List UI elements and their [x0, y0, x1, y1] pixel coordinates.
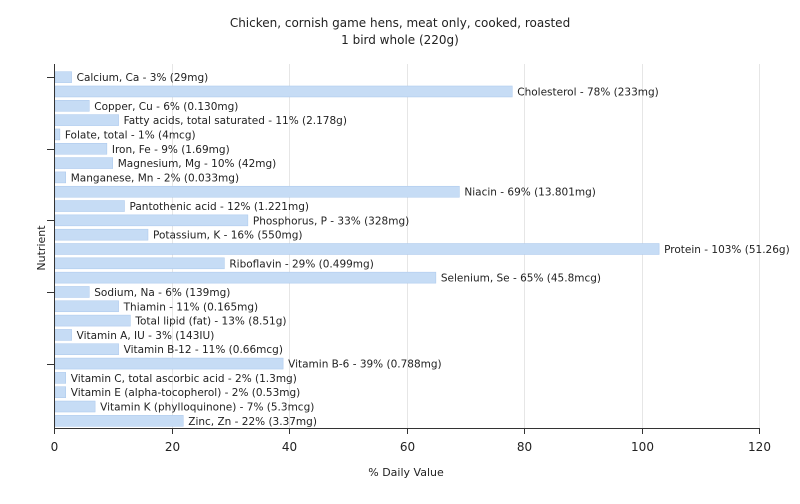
bar — [54, 415, 184, 427]
bar — [54, 343, 119, 355]
bar — [54, 71, 72, 83]
bar — [54, 157, 113, 169]
bar-label: Iron, Fe - 9% (1.69mg) — [112, 144, 230, 156]
bar — [54, 143, 108, 155]
bar — [54, 100, 90, 112]
bar-label: Thiamin - 11% (0.165mg) — [123, 301, 259, 313]
bar-label: Vitamin B-6 - 39% (0.788mg) — [288, 359, 442, 371]
chart-subtitle: 1 bird whole (220g) — [341, 33, 459, 47]
bar-label: Selenium, Se - 65% (45.8mcg) — [441, 273, 601, 285]
bar-label: Manganese, Mn - 2% (0.033mg) — [71, 172, 239, 184]
bar — [54, 228, 149, 241]
bar — [54, 314, 131, 327]
bar-label: Vitamin B-12 - 11% (0.66mcg) — [124, 344, 283, 356]
bar-label: Total lipid (fat) - 13% (8.51g) — [134, 316, 286, 328]
labels-layer: Calcium, Ca - 3% (29mg) Cholesterol - 78%… — [65, 72, 790, 428]
x-tick-label: 0 — [51, 440, 59, 454]
chart-title: Chicken, cornish game hens, meat only, c… — [230, 16, 570, 30]
bar — [54, 200, 125, 212]
bar-label: Magnesium, Mg - 10% (42mg) — [118, 158, 277, 170]
bar — [54, 185, 460, 198]
x-tick-label: 120 — [748, 440, 771, 454]
bar-label: Fatty acids, total saturated - 11% (2.17… — [124, 115, 347, 127]
bars-layer — [54, 71, 660, 427]
bar-label: Phosphorus, P - 33% (328mg) — [253, 215, 409, 227]
bar — [54, 243, 660, 255]
bar — [54, 329, 72, 341]
x-tick-label: 20 — [165, 440, 180, 454]
x-tick-label: 100 — [631, 440, 654, 454]
bar-label: Riboflavin - 29% (0.499mg) — [229, 258, 373, 270]
bar-label: Cholesterol - 78% (233mg) — [517, 86, 659, 98]
bar-label: Protein - 103% (51.26g) — [664, 244, 790, 256]
bar-label: Calcium, Ca - 3% (29mg) — [77, 72, 209, 84]
x-tick-label: 60 — [400, 440, 415, 454]
bar — [54, 85, 513, 98]
bar — [54, 128, 61, 141]
bar — [54, 171, 66, 184]
bar — [54, 271, 437, 284]
x-axis-title: % Daily Value — [368, 466, 444, 479]
bar-label: Sodium, Na - 6% (139mg) — [94, 287, 230, 299]
bar — [54, 300, 119, 313]
y-axis-title: Nutrient — [35, 225, 48, 271]
bar-label: Vitamin C, total ascorbic acid - 2% (1.3… — [71, 373, 297, 385]
bar-label: Folate, total - 1% (4mcg) — [65, 129, 196, 141]
bar — [54, 257, 225, 270]
x-tick-label: 80 — [517, 440, 532, 454]
bar — [54, 372, 66, 384]
bar-label: Copper, Cu - 6% (0.130mg) — [94, 101, 238, 113]
axes-layer: 0 20 40 60 80 100 120 — [47, 64, 771, 454]
bar — [54, 286, 90, 298]
bar-label: Vitamin K (phylloquinone) - 7% (5.3mcg) — [100, 402, 314, 414]
bar-label: Pantothenic acid - 12% (1.221mg) — [130, 201, 309, 213]
bar — [54, 400, 96, 413]
bar — [54, 214, 249, 227]
bar-label: Zinc, Zn - 22% (3.37mg) — [188, 416, 317, 428]
bar — [54, 357, 284, 370]
bar-label: Niacin - 69% (13.801mg) — [464, 187, 596, 199]
x-tick-label: 40 — [282, 440, 297, 454]
bar — [54, 114, 119, 126]
bar-label: Potassium, K - 16% (550mg) — [153, 230, 303, 242]
bar — [54, 386, 66, 398]
bar-label: Vitamin E (alpha-tocopherol) - 2% (0.53m… — [71, 387, 301, 399]
bar-label: Vitamin A, IU - 3% (143IU) — [77, 330, 215, 342]
